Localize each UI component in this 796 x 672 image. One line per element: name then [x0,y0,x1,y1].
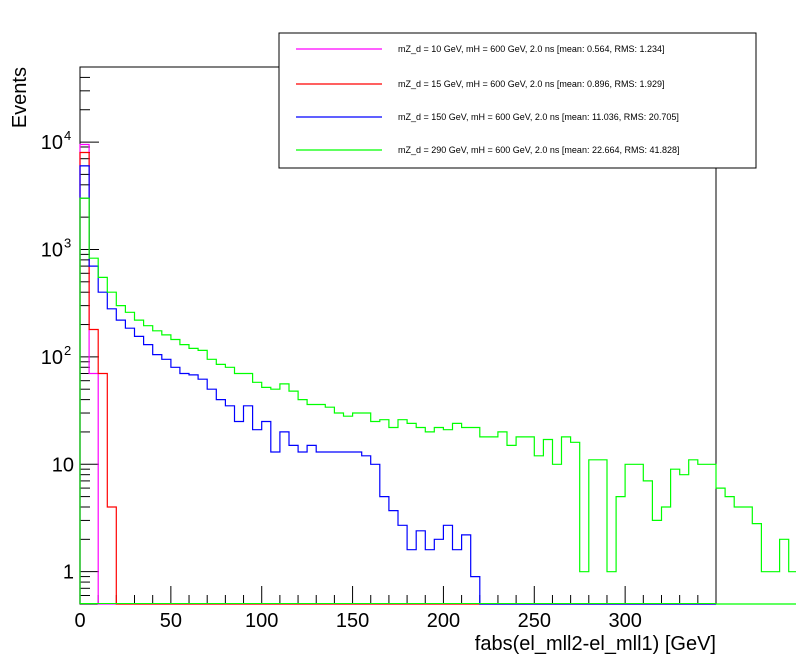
legend: mZ_d = 10 GeV, mH = 600 GeV, 2.0 ns [mea… [278,32,757,169]
series-line-3 [79,165,716,605]
y-tick-exponent: 2 [64,343,71,358]
y-tick-label: 10 [41,132,63,154]
legend-label-2: mZ_d = 15 GeV, mH = 600 GeV, 2.0 ns [mea… [398,79,665,89]
y-tick-exponent: 3 [64,235,71,250]
series-line-2 [79,151,716,605]
y-tick-label: 10 [41,239,63,261]
x-axis-title: fabs(el_mll2-el_mll1) [GeV] [475,633,716,655]
y-tick-label: 10 [52,454,74,476]
legend-label-1: mZ_d = 10 GeV, mH = 600 GeV, 2.0 ns [mea… [398,44,665,54]
y-tick-label: 1 [63,562,74,584]
y-tick-exponent: 4 [64,128,71,143]
legend-label-4: mZ_d = 290 GeV, mH = 600 GeV, 2.0 ns [me… [398,145,680,155]
x-tick-label: 200 [427,610,460,632]
y-axis-title: Events [9,67,31,128]
x-tick-label: 0 [74,610,85,632]
series-line-1 [79,143,716,605]
legend-box [278,32,757,169]
legend-entries: mZ_d = 10 GeV, mH = 600 GeV, 2.0 ns [mea… [296,44,680,155]
legend-label-3: mZ_d = 150 GeV, mH = 600 GeV, 2.0 ns [me… [398,112,679,122]
series-layer [79,143,796,605]
x-tick-label: 50 [160,610,182,632]
x-tick-label: 250 [518,610,551,632]
y-tick-label: 10 [41,347,63,369]
x-tick-label: 100 [245,610,278,632]
x-tick-label: 150 [336,610,369,632]
x-tick-label: 300 [608,610,641,632]
series-line-4 [79,197,796,605]
